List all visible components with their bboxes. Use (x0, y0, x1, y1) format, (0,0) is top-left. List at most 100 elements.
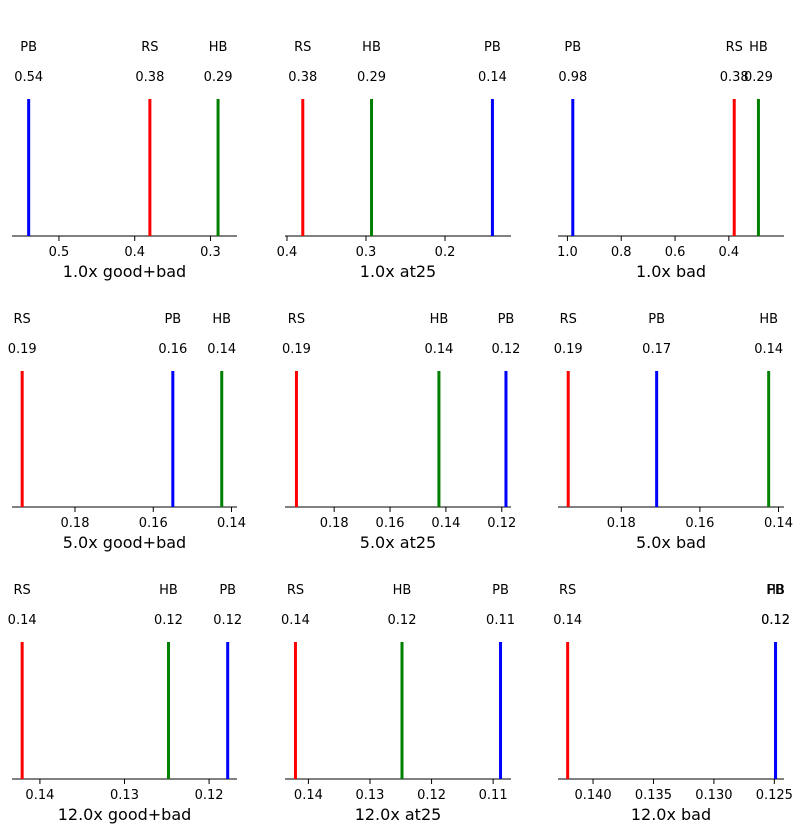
series-name-label: RS (14, 312, 31, 327)
series-value-label: 0.12 (154, 613, 183, 628)
series-name-label: HB (209, 40, 228, 55)
series-value-label: 0.29 (744, 70, 773, 85)
series-value-label: 0.14 (281, 613, 310, 628)
subplot-4: 0.18 0.16 0.14 RS 0.19 PB 0.16 HB 0.14 5.0x good+… (8, 312, 246, 552)
x-tick-label: 0.3 (200, 245, 221, 260)
x-tick-label: 0.12 (417, 788, 446, 803)
series-value-label: 0.14 (207, 342, 236, 357)
x-tick-label: 0.14 (217, 516, 246, 531)
x-tick-label: 0.14 (431, 516, 460, 531)
series-value-label: 0.14 (553, 613, 582, 628)
series-name-label: RS (287, 583, 304, 598)
x-tick-label: 0.11 (479, 788, 508, 803)
x-tick-label: 0.14 (25, 788, 54, 803)
series-value-label: 0.14 (8, 613, 37, 628)
series-value-label: 0.98 (558, 70, 587, 85)
series-name-label: PB (767, 583, 784, 598)
x-tick-label: 0.6 (665, 245, 686, 260)
subplot-9: 0.140 0.135 0.130 0.125RS0.14HB0.12PB0.1212… (553, 583, 793, 824)
series-name-label: RS (294, 40, 311, 55)
x-axis-label: 12.0x bad (631, 805, 711, 824)
x-tick-label: 0.12 (487, 516, 516, 531)
series-value-label: 0.19 (8, 342, 37, 357)
series-value-label: 0.19 (554, 342, 583, 357)
x-tick-label: 0.140 (574, 788, 611, 803)
x-axis-label: 5.0x good+bad (63, 533, 186, 552)
series-name-label: PB (492, 583, 509, 598)
series-name-label: PB (164, 312, 181, 327)
x-tick-label: 1.0 (557, 245, 578, 260)
series-name-label: PB (648, 312, 665, 327)
series-name-label: PB (498, 312, 515, 327)
x-axis-label: 1.0x at25 (360, 262, 436, 281)
series-value-label: 0.12 (388, 613, 417, 628)
x-axis-label: 12.0x good+bad (58, 805, 192, 824)
series-value-label: 0.16 (158, 342, 187, 357)
x-tick-label: 0.16 (376, 516, 405, 531)
x-tick-label: 0.14 (294, 788, 323, 803)
series-value-label: 0.14 (424, 342, 453, 357)
x-axis-label: 12.0x at25 (355, 805, 442, 824)
x-axis-label: 1.0x good+bad (63, 262, 186, 281)
x-axis-label: 5.0x at25 (360, 533, 436, 552)
series-value-label: 0.12 (213, 613, 242, 628)
series-name-label: HB (766, 583, 785, 598)
x-tick-label: 0.14 (764, 516, 793, 531)
series-name-label: HB (393, 583, 412, 598)
series-value-label: 0.14 (754, 342, 783, 357)
subplot-8: 0.14 0.13 0.12 0.11 RS 0.14 HB 0.12 PB 0.11 12.0x … (281, 583, 515, 824)
series-name-label: PB (20, 40, 37, 55)
series-value-label: 0.12 (491, 342, 520, 357)
series-name-label: RS (560, 312, 577, 327)
series-value-label: 0.12 (761, 613, 790, 628)
x-tick-label: 0.12 (195, 788, 224, 803)
series-value-label: 0.12 (761, 613, 790, 628)
x-tick-label: 0.125 (756, 788, 793, 803)
series-name-label: PB (564, 40, 581, 55)
series-name-label: HB (362, 40, 381, 55)
series-value-label: 0.38 (288, 70, 317, 85)
series-name-label: HB (749, 40, 768, 55)
x-tick-label: 0.3 (356, 245, 377, 260)
x-tick-label: 0.4 (124, 245, 145, 260)
subplot-5: 0.18 0.16 0.14 0.12 RS 0.19 HB 0.14 PB 0.12 5.0x a… (282, 312, 520, 552)
x-axis-label: 5.0x bad (636, 533, 706, 552)
x-tick-label: 0.16 (139, 516, 168, 531)
x-tick-label: 0.16 (685, 516, 714, 531)
subplot-1: 0.5 0.4 0.3 PB 0.54 RS 0.38 HB 0.29 1.0x good+bad (12, 40, 237, 281)
series-name-label: HB (159, 583, 178, 598)
x-tick-label: 0.8 (611, 245, 632, 260)
x-tick-label: 0.4 (719, 245, 740, 260)
series-name-label: RS (726, 40, 743, 55)
x-tick-label: 0.2 (435, 245, 456, 260)
series-name-label: HB (430, 312, 449, 327)
series-value-label: 0.19 (282, 342, 311, 357)
series-value-label: 0.54 (14, 70, 43, 85)
x-tick-label: 0.13 (110, 788, 139, 803)
subplot-6: 0.18 0.16 0.14 RS 0.19 PB 0.17 HB 0.14 5.0x bad (554, 312, 793, 552)
x-tick-label: 0.13 (356, 788, 385, 803)
x-tick-label: 0.135 (635, 788, 672, 803)
series-value-label: 0.29 (357, 70, 386, 85)
series-value-label: 0.38 (135, 70, 164, 85)
x-axis-label: 1.0x bad (636, 262, 706, 281)
series-name-label: RS (14, 583, 31, 598)
series-name-label: PB (484, 40, 501, 55)
series-name-label: RS (288, 312, 305, 327)
x-tick-label: 0.5 (49, 245, 70, 260)
series-value-label: 0.14 (478, 70, 507, 85)
series-value-label: 0.11 (486, 613, 515, 628)
x-tick-label: 0.18 (607, 516, 636, 531)
series-value-label: 0.38 (720, 70, 749, 85)
x-tick-label: 0.18 (320, 516, 349, 531)
x-tick-label: 0.130 (695, 788, 732, 803)
series-name-label: HB (759, 312, 778, 327)
subplot-2: 0.4 0.3 0.2 RS 0.38 HB 0.29 PB 0.14 1.0x at25 (277, 40, 511, 281)
x-tick-label: 0.18 (61, 516, 90, 531)
series-name-label: PB (219, 583, 236, 598)
series-name-label: HB (212, 312, 231, 327)
series-value-label: 0.29 (204, 70, 233, 85)
